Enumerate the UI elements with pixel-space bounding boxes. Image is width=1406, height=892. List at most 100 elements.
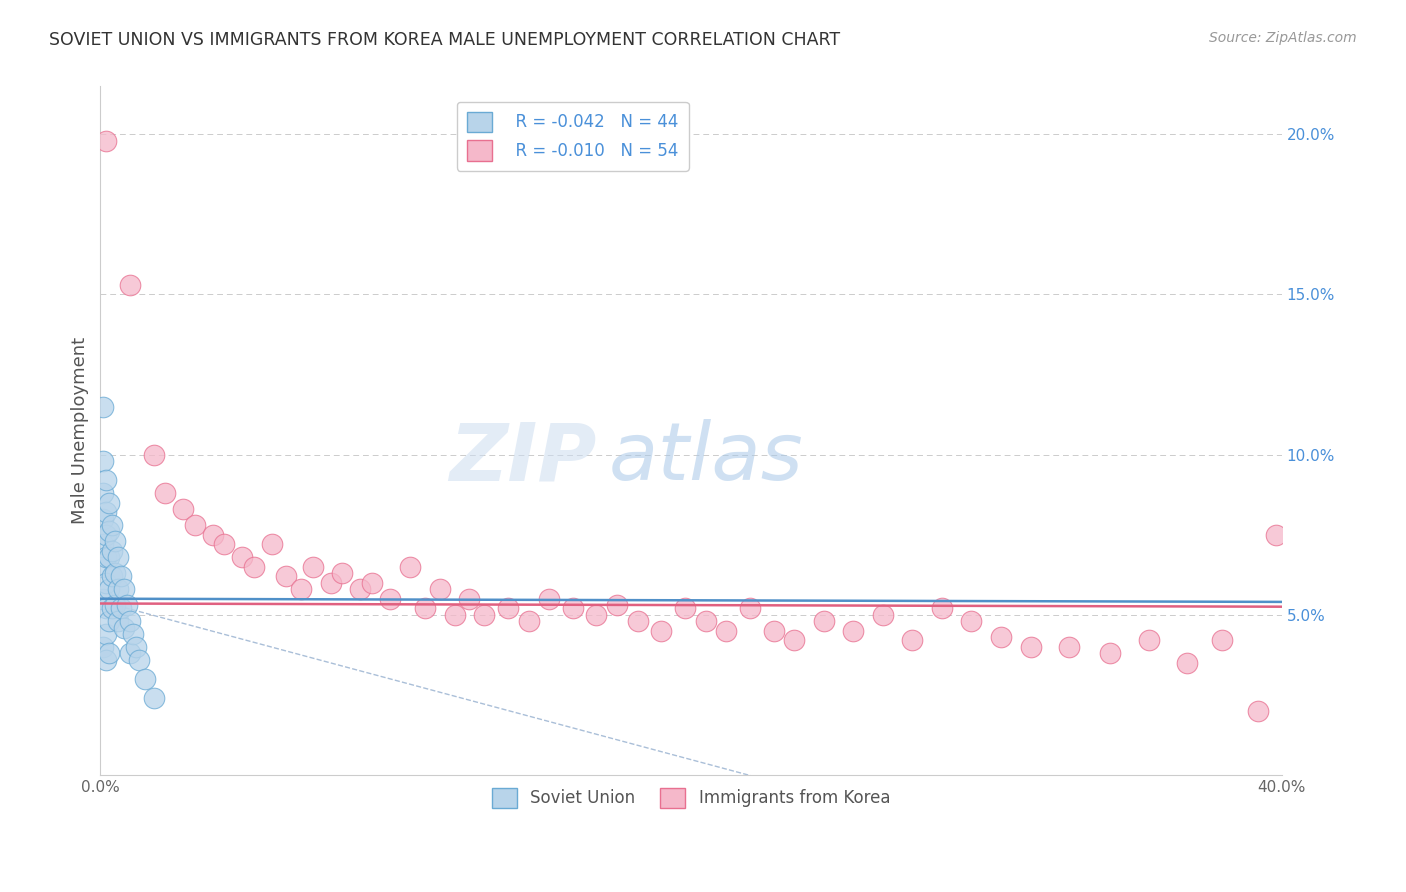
Point (1137, 633, 1160, 648)
Point (91, 511, 114, 525)
Point (1057, 640, 1080, 654)
Point (125, 640, 148, 654)
Point (104, 598, 127, 612)
Point (472, 607, 495, 622)
Point (118, 277, 141, 292)
Text: Source: ZipAtlas.com: Source: ZipAtlas.com (1209, 31, 1357, 45)
Point (98, 646, 121, 660)
Point (98, 614, 121, 628)
Point (243, 559, 266, 574)
Point (1211, 633, 1233, 648)
Point (118, 614, 141, 628)
Text: ZIP: ZIP (449, 419, 596, 497)
Point (104, 534, 127, 549)
Point (98, 582, 121, 596)
Point (378, 591, 401, 606)
Point (101, 543, 124, 558)
Legend: Soviet Union, Immigrants from Korea: Soviet Union, Immigrants from Korea (485, 781, 897, 814)
Point (155, 486, 177, 500)
Point (104, 566, 127, 580)
Point (931, 601, 953, 615)
Point (606, 598, 628, 612)
Point (813, 614, 835, 628)
Point (96, 601, 118, 615)
Point (96, 134, 118, 148)
Point (276, 569, 298, 583)
Point (98, 524, 121, 539)
Point (91, 591, 114, 606)
Point (96, 505, 118, 519)
Point (172, 502, 194, 516)
Point (290, 582, 312, 596)
Point (110, 601, 132, 615)
Point (91, 640, 114, 654)
Point (842, 624, 865, 638)
Point (201, 527, 224, 541)
Point (142, 690, 165, 705)
Text: atlas: atlas (609, 419, 803, 497)
Point (990, 630, 1012, 644)
Point (91, 559, 114, 574)
Point (585, 607, 607, 622)
Point (110, 569, 132, 583)
Point (538, 591, 561, 606)
Point (458, 591, 481, 606)
Point (443, 607, 465, 622)
Point (96, 652, 118, 666)
Point (349, 582, 371, 596)
Point (91, 400, 114, 414)
Point (429, 582, 451, 596)
Point (107, 614, 129, 628)
Point (107, 582, 129, 596)
Point (91, 486, 114, 500)
Point (96, 550, 118, 565)
Point (872, 607, 894, 622)
Point (115, 598, 138, 612)
Point (496, 601, 519, 615)
Point (91, 537, 114, 551)
Point (361, 575, 384, 590)
Point (716, 624, 738, 638)
Point (260, 537, 283, 551)
Point (627, 614, 650, 628)
Point (118, 646, 141, 660)
Point (112, 620, 135, 634)
Point (98, 495, 121, 509)
Point (1099, 646, 1122, 660)
Point (134, 672, 156, 686)
Point (695, 614, 717, 628)
Point (142, 448, 165, 462)
Point (1175, 656, 1198, 670)
Point (413, 601, 436, 615)
Point (128, 652, 150, 666)
Point (101, 518, 124, 533)
Point (673, 601, 696, 615)
Text: SOVIET UNION VS IMMIGRANTS FROM KOREA MALE UNEMPLOYMENT CORRELATION CHART: SOVIET UNION VS IMMIGRANTS FROM KOREA MA… (49, 31, 841, 49)
Point (762, 624, 785, 638)
Point (231, 550, 253, 565)
Point (107, 550, 129, 565)
Point (184, 518, 207, 533)
Point (121, 627, 143, 641)
Point (1019, 640, 1042, 654)
Point (783, 633, 806, 648)
Point (650, 624, 672, 638)
Point (91, 454, 114, 468)
Point (101, 601, 124, 615)
Point (302, 559, 325, 574)
Point (1247, 704, 1270, 718)
Point (96, 627, 118, 641)
Point (960, 614, 983, 628)
Point (332, 566, 354, 580)
Point (319, 575, 342, 590)
Point (517, 614, 540, 628)
Point (561, 601, 583, 615)
Point (96, 575, 118, 590)
Point (214, 537, 236, 551)
Point (738, 601, 761, 615)
Point (96, 527, 118, 541)
Point (101, 569, 124, 583)
Point (1264, 527, 1286, 541)
Point (112, 582, 135, 596)
Point (399, 559, 422, 574)
